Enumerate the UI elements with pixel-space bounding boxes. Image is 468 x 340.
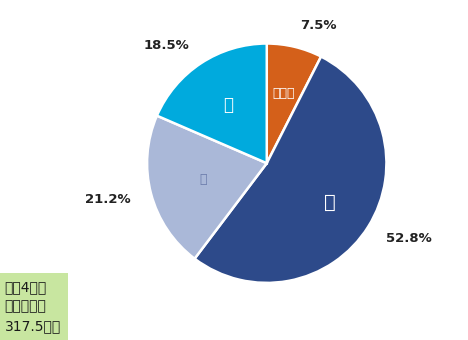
Text: 都: 都: [224, 96, 234, 114]
Text: 国: 国: [199, 173, 207, 186]
Wedge shape: [147, 116, 267, 259]
Text: 7.5%: 7.5%: [300, 19, 336, 32]
Text: 区: 区: [324, 193, 336, 212]
Wedge shape: [195, 56, 387, 283]
Text: 令和4年度
運営費総額
317.5億円: 令和4年度 運営費総額 317.5億円: [5, 280, 61, 333]
Text: 21.2%: 21.2%: [85, 193, 130, 206]
Text: 18.5%: 18.5%: [144, 39, 189, 52]
Wedge shape: [267, 44, 321, 163]
Text: 52.8%: 52.8%: [387, 232, 432, 244]
Text: 保護者: 保護者: [272, 87, 295, 100]
Wedge shape: [157, 44, 267, 163]
